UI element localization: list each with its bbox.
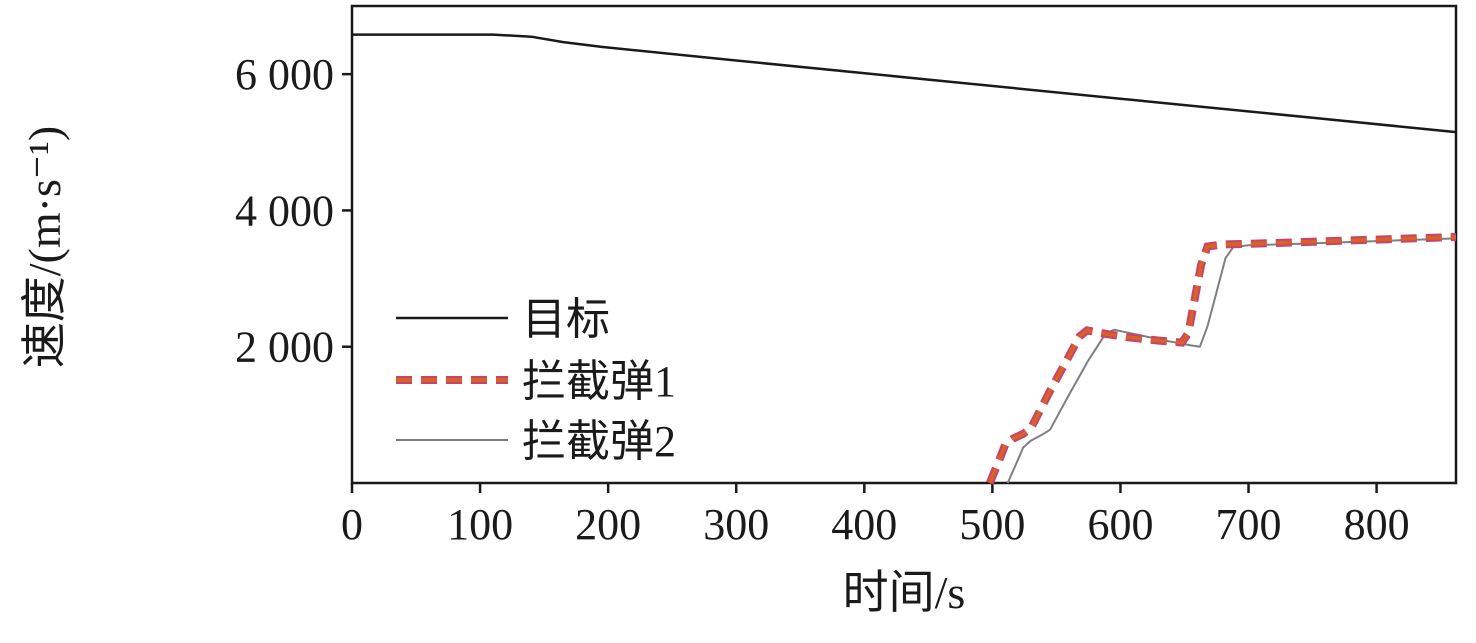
series-line-拦截弹1 [986,233,1457,485]
axes-frame [350,4,1458,485]
series-line-目标 [352,33,1457,134]
y-axis-title: 速度/(m·s⁻¹) [19,126,70,369]
x-tick-label: 800 [1344,500,1410,549]
x-tick-label: 500 [959,500,1025,549]
legend-item-3: 拦截弹2 [396,417,676,466]
series-line-拦截弹2 [1006,237,1457,484]
x-axis-title: 时间/s [843,567,966,618]
series-layer [352,33,1457,485]
legend-item-2: 拦截弹1 [396,357,676,406]
legend-label: 拦截弹1 [522,357,676,406]
legend-label: 目标 [522,295,610,344]
x-tick-label: 100 [447,500,513,549]
y-tick-label: 2 000 [235,323,334,372]
x-tick-label: 400 [831,500,897,549]
series-line-拦截弹1 [987,235,1457,484]
y-tick-label: 4 000 [235,186,334,235]
plot-area: 0 100 200 300 400 500 600 700 800 2 000 4 000 6 000… [235,4,1458,549]
x-tick-label: 700 [1216,500,1282,549]
x-tick-label: 0 [341,500,363,549]
x-tick-label: 300 [703,500,769,549]
x-tick-label: 600 [1087,500,1153,549]
y-tick-label: 6 000 [235,50,334,99]
legend-label: 拦截弹2 [522,417,676,466]
legend-item-1: 目标 [396,295,610,344]
x-tick-label: 200 [575,500,641,549]
